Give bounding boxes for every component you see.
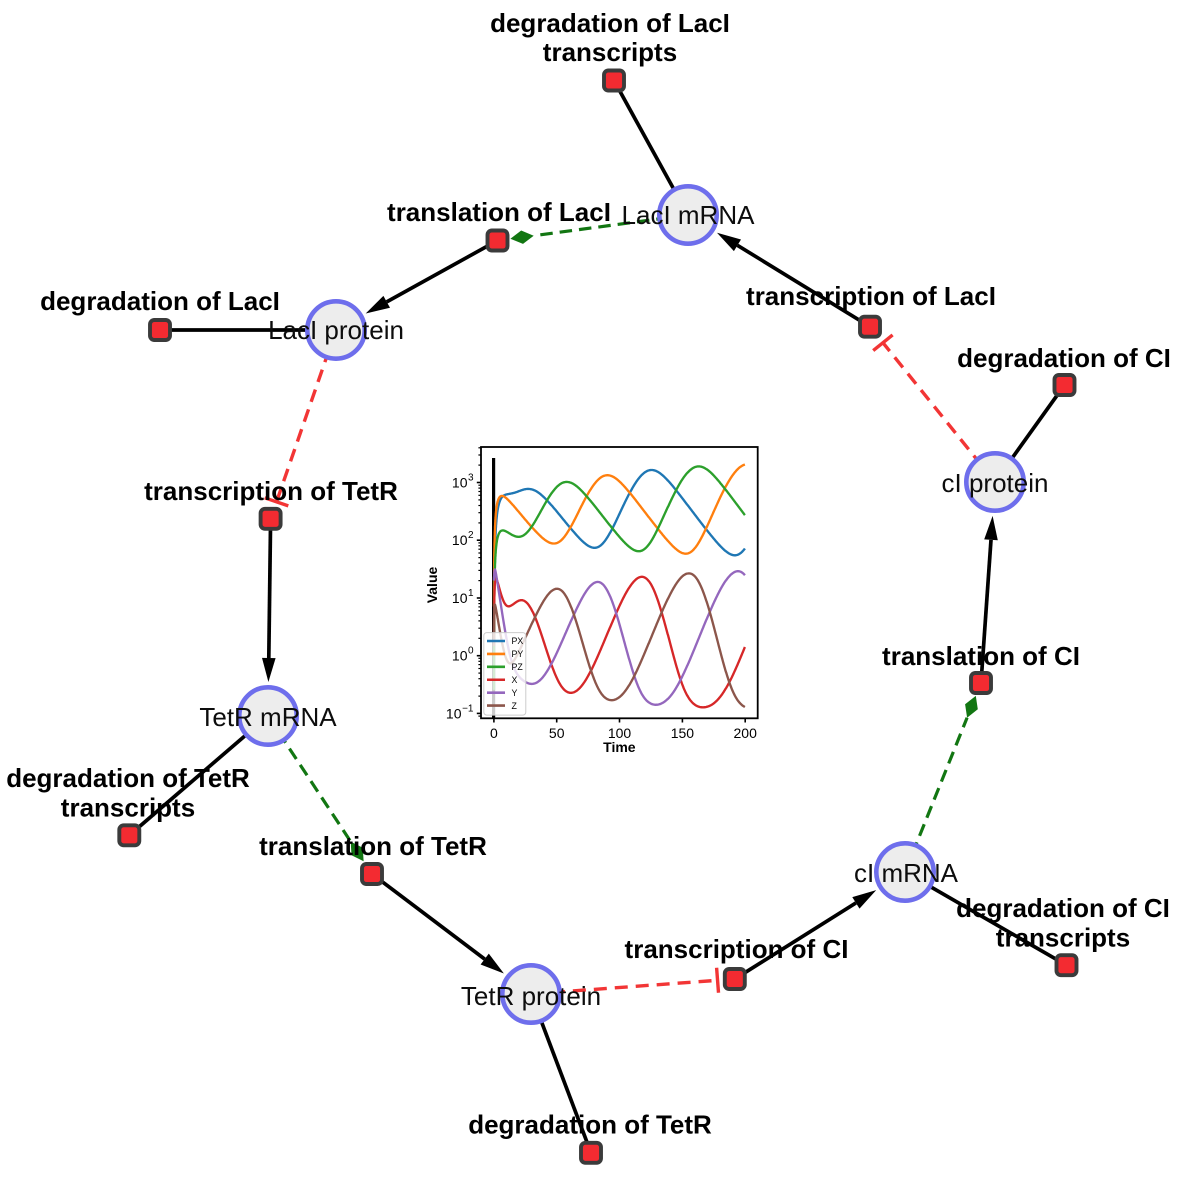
svg-text:10: 10 (452, 590, 468, 606)
svg-text:10: 10 (446, 705, 462, 721)
svg-text:50: 50 (549, 725, 565, 741)
svg-text:degradation of TetR: degradation of TetR (6, 763, 250, 793)
svg-text:TetR protein: TetR protein (461, 981, 601, 1011)
svg-text:10: 10 (452, 648, 468, 664)
svg-text:X: X (512, 675, 518, 685)
svg-text:Z: Z (512, 701, 518, 711)
svg-text:PY: PY (512, 649, 524, 659)
svg-text:degradation of LacI: degradation of LacI (40, 286, 280, 316)
svg-text:LacI protein: LacI protein (268, 315, 404, 345)
svg-text:translation of CI: translation of CI (882, 641, 1080, 671)
svg-text:transcripts: transcripts (61, 793, 195, 823)
svg-text:transcripts: transcripts (543, 37, 677, 67)
svg-text:2: 2 (468, 530, 474, 541)
svg-text:Value: Value (424, 567, 440, 604)
svg-text:degradation of CI: degradation of CI (957, 343, 1171, 373)
svg-text:transcription of LacI: transcription of LacI (746, 281, 996, 311)
svg-text:transcription of CI: transcription of CI (625, 934, 849, 964)
svg-text:1: 1 (468, 588, 474, 599)
svg-text:PZ: PZ (512, 662, 524, 672)
svg-text:PX: PX (512, 636, 524, 646)
svg-text:TetR mRNA: TetR mRNA (199, 702, 337, 732)
svg-text:transcripts: transcripts (996, 922, 1130, 952)
svg-text:3: 3 (468, 473, 474, 484)
svg-text:10: 10 (452, 475, 468, 491)
svg-text:0: 0 (490, 725, 498, 741)
svg-text:10: 10 (452, 532, 468, 548)
svg-text:100: 100 (608, 725, 632, 741)
svg-text:cI mRNA: cI mRNA (854, 858, 959, 888)
svg-text:200: 200 (734, 725, 758, 741)
svg-text:translation of LacI: translation of LacI (387, 197, 611, 227)
svg-text:Time: Time (603, 739, 636, 755)
svg-text:LacI mRNA: LacI mRNA (622, 200, 756, 230)
svg-text:degradation of CI: degradation of CI (956, 893, 1170, 923)
svg-text:transcription of TetR: transcription of TetR (144, 476, 398, 506)
svg-text:0: 0 (468, 646, 474, 657)
svg-text:Y: Y (512, 688, 518, 698)
svg-text:translation of TetR: translation of TetR (259, 831, 487, 861)
svg-text:150: 150 (671, 725, 695, 741)
svg-text:−1: −1 (462, 703, 474, 714)
svg-text:cI protein: cI protein (942, 468, 1049, 498)
svg-text:degradation of TetR: degradation of TetR (468, 1110, 712, 1140)
svg-text:degradation of LacI: degradation of LacI (490, 8, 730, 38)
